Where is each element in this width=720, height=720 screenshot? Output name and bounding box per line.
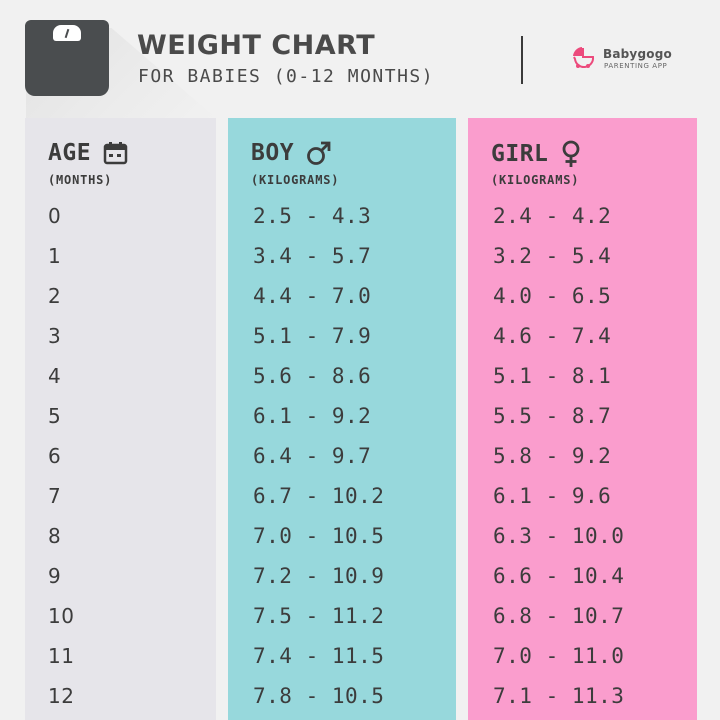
age-cell: 2 — [48, 284, 62, 308]
boy-column-unit: (KILOGRAMS) — [251, 173, 340, 187]
boy-weight-cell: 2.5 - 4.3 — [253, 204, 372, 228]
boy-column: BOY (KILOGRAMS) 2.5 - 4.3 3.4 - 5.7 4.4 … — [228, 118, 456, 720]
girl-column-header: GIRL — [491, 140, 582, 168]
age-cell: 7 — [48, 484, 62, 508]
girl-weight-cell: 7.0 - 11.0 — [493, 644, 625, 668]
boy-weight-cell: 3.4 - 5.7 — [253, 244, 372, 268]
age-cell: 5 — [48, 404, 62, 428]
age-cell: 10 — [48, 604, 75, 628]
boy-weight-cell: 5.1 - 7.9 — [253, 324, 372, 348]
boy-weight-cell: 6.4 - 9.7 — [253, 444, 372, 468]
girl-weight-cell: 2.4 - 4.2 — [493, 204, 612, 228]
girl-weight-cell: 5.5 - 8.7 — [493, 404, 612, 428]
header: WEIGHT CHART FOR BABIES (0-12 MONTHS) Ba… — [0, 0, 720, 118]
female-symbol-icon — [562, 140, 580, 167]
boy-weight-cell: 7.5 - 11.2 — [253, 604, 385, 628]
age-column-label: AGE — [48, 140, 92, 166]
boy-weight-cell: 7.4 - 11.5 — [253, 644, 385, 668]
boy-weight-cell: 6.7 - 10.2 — [253, 484, 385, 508]
girl-weight-cell: 6.1 - 9.6 — [493, 484, 612, 508]
boy-weight-cell: 6.1 - 9.2 — [253, 404, 372, 428]
girl-weight-cell: 6.6 - 10.4 — [493, 564, 625, 588]
page-title: WEIGHT CHART — [137, 30, 376, 61]
girl-weight-cell: 6.8 - 10.7 — [493, 604, 625, 628]
male-symbol-icon — [307, 141, 331, 165]
age-column-header: AGE — [48, 140, 128, 166]
girl-weight-cell: 5.8 - 9.2 — [493, 444, 612, 468]
page-subtitle: FOR BABIES (0-12 MONTHS) — [138, 66, 435, 87]
age-column: AGE (MONTHS) 0 1 2 3 4 5 6 7 8 9 10 11 1… — [25, 118, 216, 720]
age-rows: 0 1 2 3 4 5 6 7 8 9 10 11 12 — [25, 196, 216, 716]
girl-column: GIRL (KILOGRAMS) 2.4 - 4.2 3.2 - 5.4 4.0… — [468, 118, 697, 720]
scale-dial — [53, 25, 81, 41]
boy-rows: 2.5 - 4.3 3.4 - 5.7 4.4 - 7.0 5.1 - 7.9 … — [228, 196, 456, 716]
boy-column-label: BOY — [251, 140, 295, 166]
age-column-unit: (MONTHS) — [48, 173, 113, 187]
girl-weight-cell: 7.1 - 11.3 — [493, 684, 625, 708]
baby-stroller-icon — [573, 47, 595, 68]
girl-rows: 2.4 - 4.2 3.2 - 5.4 4.0 - 6.5 4.6 - 7.4 … — [468, 196, 697, 716]
girl-column-label: GIRL — [491, 141, 549, 167]
header-divider — [521, 36, 523, 84]
boy-weight-cell: 7.0 - 10.5 — [253, 524, 385, 548]
logo-name: Babygogo — [603, 47, 672, 61]
boy-weight-cell: 7.8 - 10.5 — [253, 684, 385, 708]
weighing-scale-icon — [25, 20, 109, 96]
boy-column-header: BOY — [251, 140, 332, 166]
age-cell: 11 — [48, 644, 75, 668]
girl-weight-cell: 6.3 - 10.0 — [493, 524, 625, 548]
boy-weight-cell: 5.6 - 8.6 — [253, 364, 372, 388]
age-cell: 6 — [48, 444, 62, 468]
calendar-icon — [103, 142, 128, 165]
boy-weight-cell: 4.4 - 7.0 — [253, 284, 372, 308]
girl-weight-cell: 5.1 - 8.1 — [493, 364, 612, 388]
girl-weight-cell: 3.2 - 5.4 — [493, 244, 612, 268]
girl-weight-cell: 4.6 - 7.4 — [493, 324, 612, 348]
girl-weight-cell: 4.0 - 6.5 — [493, 284, 612, 308]
logo-tagline: PARENTING APP — [604, 62, 668, 70]
age-cell: 3 — [48, 324, 62, 348]
age-cell: 8 — [48, 524, 62, 548]
girl-column-unit: (KILOGRAMS) — [491, 173, 580, 187]
age-cell: 0 — [48, 204, 62, 228]
age-cell: 4 — [48, 364, 62, 388]
age-cell: 1 — [48, 244, 62, 268]
boy-weight-cell: 7.2 - 10.9 — [253, 564, 385, 588]
age-cell: 9 — [48, 564, 62, 588]
age-cell: 12 — [48, 684, 75, 708]
